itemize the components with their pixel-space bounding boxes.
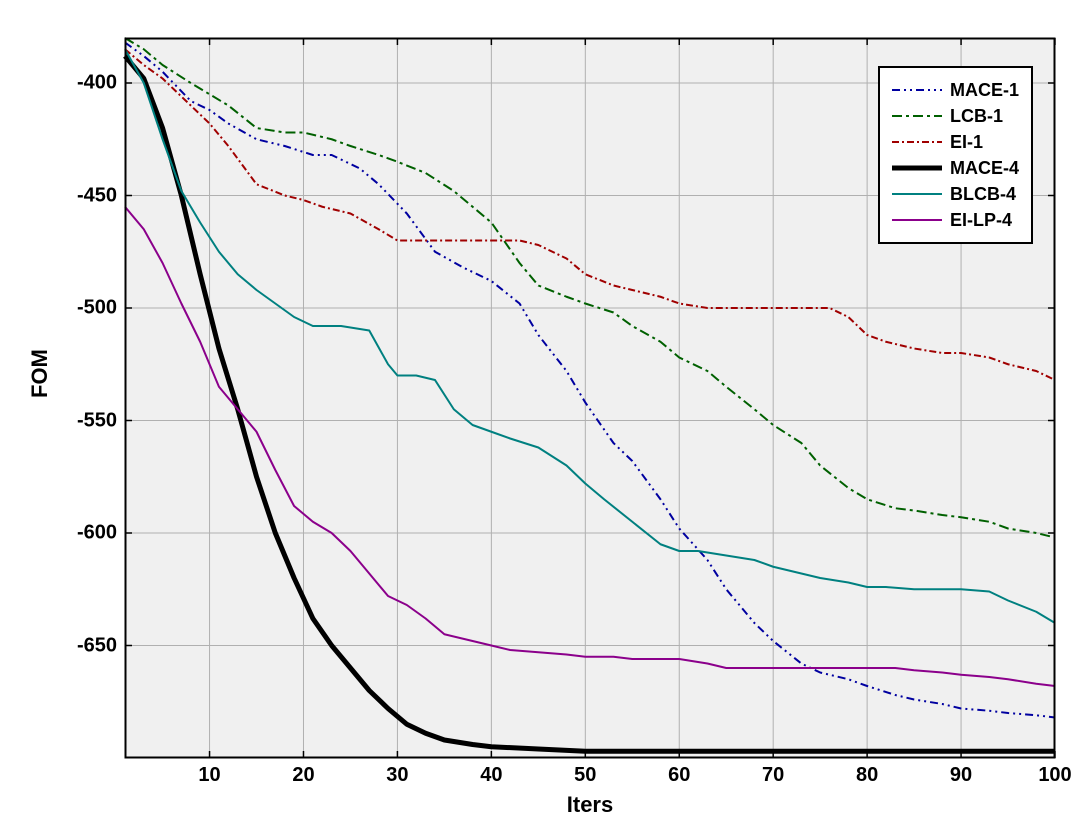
- y-tick-label: -600: [77, 522, 117, 545]
- legend-label: EI-1: [950, 132, 983, 153]
- x-tick-label: 30: [386, 764, 408, 787]
- x-tick-label: 70: [762, 764, 784, 787]
- legend-label: MACE-1: [950, 80, 1019, 101]
- legend-label: BLCB-4: [950, 184, 1016, 205]
- y-tick-label: -500: [77, 297, 117, 320]
- legend-item: EI-1: [892, 130, 1019, 154]
- legend-item: MACE-4: [892, 156, 1019, 180]
- legend-line-sample: [892, 184, 942, 204]
- y-tick-label: -450: [77, 184, 117, 207]
- legend-item: EI-LP-4: [892, 208, 1019, 232]
- x-tick-label: 10: [198, 764, 220, 787]
- chart-container: 10 20 30 40 50 60 70 80 90 100 -650 -600 -550 -500 -4…: [20, 20, 1072, 817]
- y-axis-label: FOM: [27, 349, 53, 398]
- legend-item: BLCB-4: [892, 182, 1019, 206]
- legend-line-sample: [892, 210, 942, 230]
- legend-line-sample: [892, 158, 942, 178]
- x-tick-label: 20: [292, 764, 314, 787]
- legend-line-sample: [892, 106, 942, 126]
- legend-line-sample: [892, 132, 942, 152]
- x-tick-label: 50: [574, 764, 596, 787]
- x-tick-label: 90: [950, 764, 972, 787]
- legend: MACE-1 LCB-1 EI-1 MACE-4 BLCB-4 EI-LP-4: [878, 66, 1033, 244]
- legend-label: MACE-4: [950, 158, 1019, 179]
- legend-line-sample: [892, 80, 942, 100]
- legend-label: EI-LP-4: [950, 210, 1012, 231]
- legend-item: LCB-1: [892, 104, 1019, 128]
- legend-item: MACE-1: [892, 78, 1019, 102]
- y-tick-label: -400: [77, 72, 117, 95]
- x-tick-label: 80: [856, 764, 878, 787]
- x-axis-label: Iters: [567, 792, 613, 818]
- y-tick-label: -650: [77, 634, 117, 657]
- legend-label: LCB-1: [950, 106, 1003, 127]
- y-tick-label: -550: [77, 409, 117, 432]
- x-tick-label: 40: [480, 764, 502, 787]
- x-tick-label: 100: [1038, 764, 1071, 787]
- x-tick-label: 60: [668, 764, 690, 787]
